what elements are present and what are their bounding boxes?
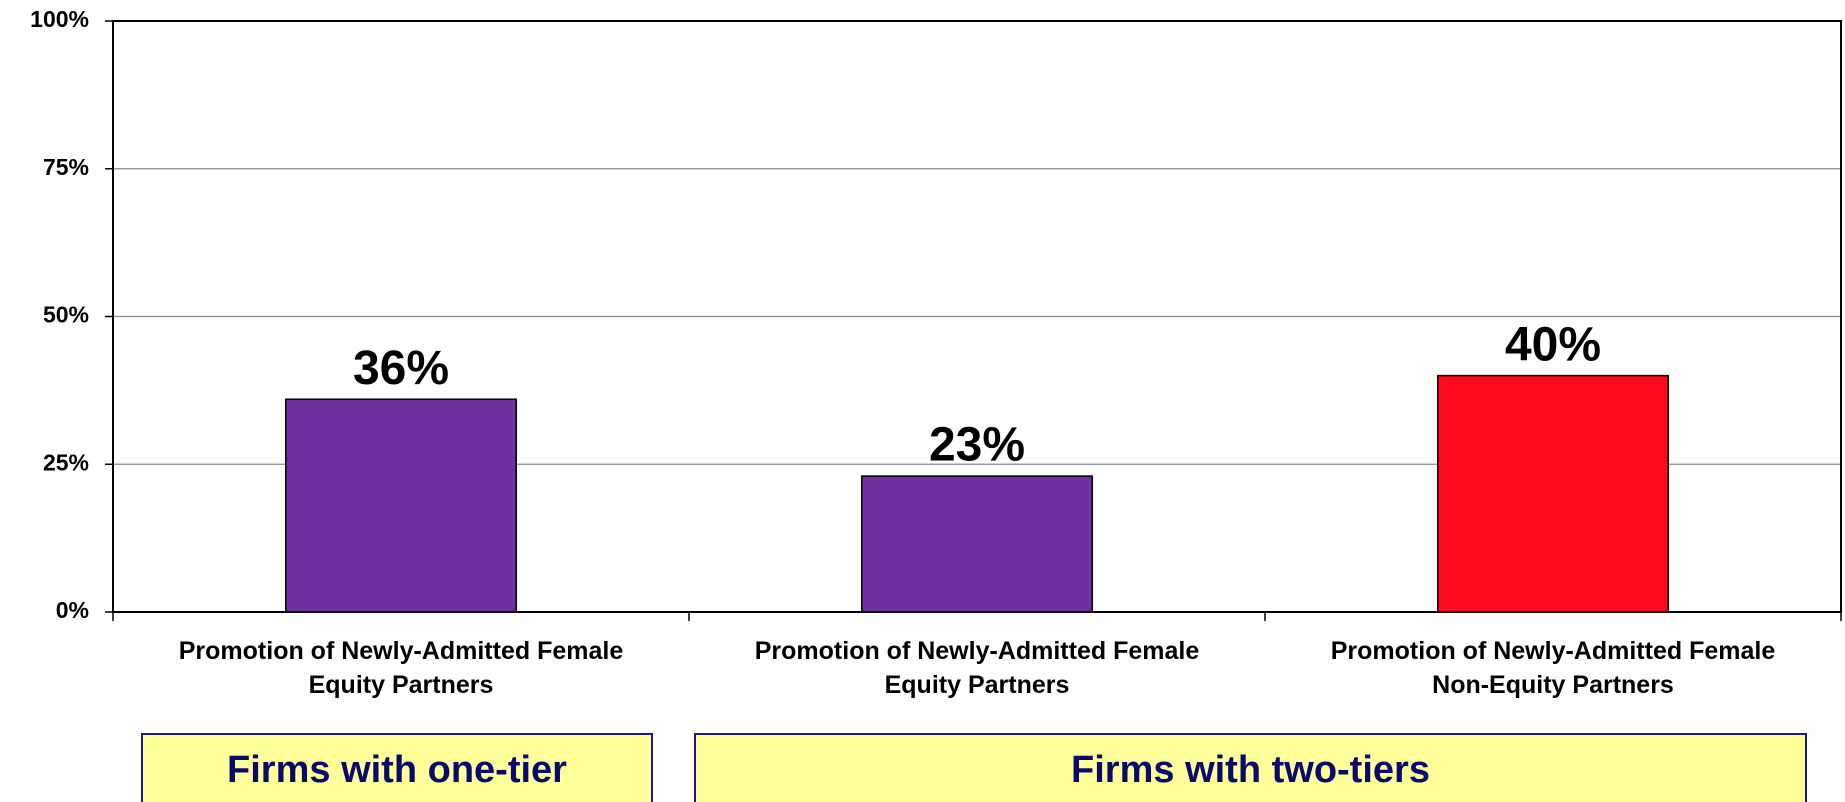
- value-label: 23%: [929, 419, 1025, 472]
- y-tick-label: 25%: [43, 449, 89, 475]
- bar: [285, 398, 517, 613]
- group-label: Firms with two-tiers: [694, 733, 1807, 802]
- category-label: Promotion of Newly-Admitted Female Non-E…: [1330, 637, 1776, 699]
- group-label: Firms with one-tier: [141, 733, 653, 802]
- bar: [1437, 374, 1669, 613]
- y-tick-label: 0%: [56, 597, 89, 623]
- category-label: Promotion of Newly-Admitted Female Equit…: [178, 637, 624, 699]
- y-tick-label: 75%: [43, 154, 89, 180]
- y-tick-label: 50%: [43, 302, 89, 328]
- bar: [861, 475, 1093, 613]
- value-label: 36%: [353, 342, 449, 395]
- value-label: 40%: [1505, 318, 1601, 371]
- category-label: Promotion of Newly-Admitted Female Equit…: [754, 637, 1200, 699]
- y-tick-label: 100%: [30, 6, 89, 32]
